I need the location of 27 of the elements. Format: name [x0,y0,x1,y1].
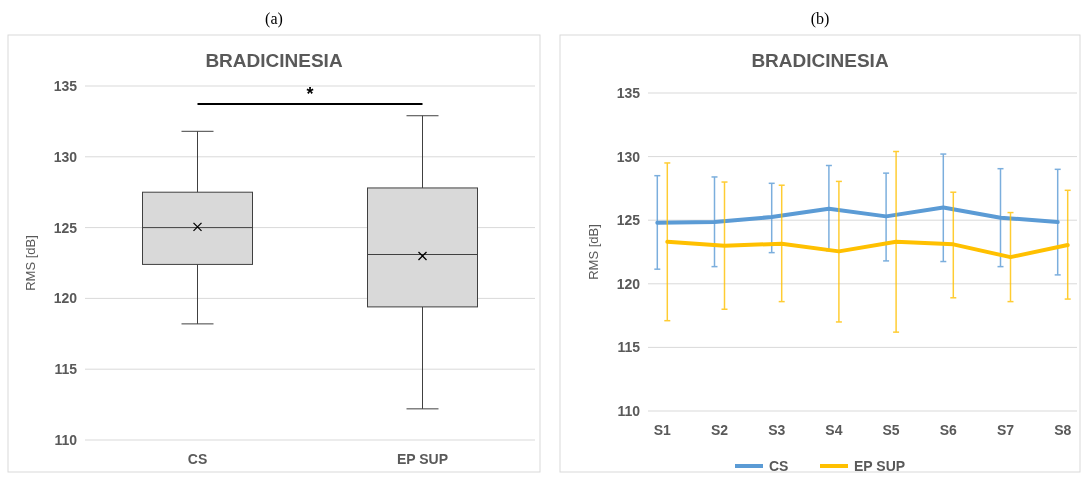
x-tick-label: S3 [768,422,786,438]
x-tick-label: S4 [825,422,843,438]
y-tick-label: 130 [616,148,641,165]
annotation: * [306,84,314,104]
y-tick-label: 135 [616,84,641,101]
y-axis-title: RMS [dB] [586,224,601,280]
y-tick-label: 120 [616,275,641,292]
y-axis-title: RMS [dB] [23,235,38,291]
y-tick-label: 135 [53,77,78,94]
x-tick-label: S1 [653,422,672,438]
x-tick-label: S6 [939,422,958,438]
chart-title: BRADICINESIA [751,50,889,71]
y-tick-label: 115 [617,339,641,356]
chart-subtitle: (a) [265,10,283,28]
x-tick-label: S5 [882,422,900,438]
x-tick-label: S2 [710,422,729,438]
y-tick-label: 125 [616,212,641,229]
y-tick-label: 110 [617,402,641,419]
x-tick-label: S8 [1054,422,1072,438]
x-tick-label: S7 [996,422,1015,438]
chart-subtitle: (b) [810,10,830,28]
y-tick-label: 115 [54,361,78,378]
y-tick-label: 125 [53,219,78,236]
y-tick-label: 130 [53,148,78,165]
y-tick-label: 110 [54,431,78,448]
chart-title: BRADICINESIA [205,50,343,71]
y-tick-label: 120 [53,290,78,307]
